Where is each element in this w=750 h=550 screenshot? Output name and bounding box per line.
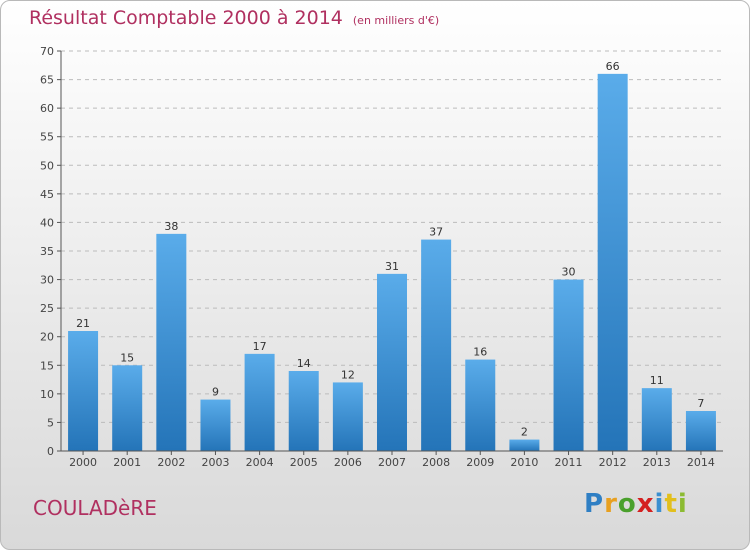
data-label: 14 [297,357,311,370]
x-tick-label: 2013 [643,456,671,469]
chart-title-text: Résultat Comptable 2000 à 2014 [29,7,343,29]
bar [156,233,187,451]
bar [68,331,99,451]
y-tick-label: 10 [40,388,54,401]
y-tick-label: 60 [40,102,54,115]
data-label: 31 [385,260,399,273]
bar [465,359,496,451]
commune-name: COULADèRE [33,496,157,520]
y-tick-label: 30 [40,274,54,287]
x-tick-label: 2007 [378,456,406,469]
data-label: 38 [164,220,178,233]
x-tick-label: 2009 [466,456,494,469]
bar [553,279,584,451]
x-tick-label: 2014 [687,456,715,469]
bar [509,439,540,451]
bar [421,239,452,451]
chart-subtitle: (en milliers d'€) [352,14,440,27]
y-tick-label: 70 [40,45,54,58]
data-label: 30 [562,266,576,279]
x-tick-label: 2010 [510,456,538,469]
y-tick-label: 55 [40,131,54,144]
y-tick-label: 25 [40,302,54,315]
x-axis: 2000 2001 2002 2003 2004 2005 2006 2007 2008 2009… [61,450,723,469]
data-label: 15 [120,351,134,364]
x-tick-label: 2005 [290,456,318,469]
data-label: 2 [521,426,528,439]
y-tick-label: 5 [47,416,54,429]
y-tick-label: 40 [40,216,54,229]
data-label: 12 [341,368,355,381]
chart-title: Résultat Comptable 2000 à 2014 (en millie… [29,7,439,29]
bar [332,382,363,451]
proxiti-logo: Proxiti [584,489,688,519]
y-tick-label: 35 [40,245,54,258]
bar [377,273,407,451]
x-tick-label: 2006 [334,456,362,469]
bar [112,365,143,451]
bar [685,411,716,451]
data-label: 66 [606,60,620,73]
x-tick-label: 2011 [555,456,583,469]
y-tick-label: 15 [40,359,54,372]
x-tick-label: 2003 [201,456,229,469]
x-tick-label: 2001 [113,456,141,469]
data-label: 16 [473,346,487,359]
y-axis: 0 5 10 15 20 25 30 35 40 45 50 55 60 65 70 [40,45,62,458]
bar [244,353,275,451]
data-label: 37 [429,226,443,239]
data-label: 17 [253,340,267,353]
x-tick-label: 2002 [157,456,185,469]
bars: 21 15 38 9 17 14 12 31 37 16 2 30 66 11 7 [68,60,716,451]
data-label: 11 [650,374,664,387]
y-tick-label: 0 [47,445,54,458]
x-tick-label: 2004 [246,456,274,469]
bar [200,399,231,451]
x-tick-label: 2012 [599,456,627,469]
x-tick-label: 2000 [69,456,97,469]
data-label: 9 [212,386,219,399]
y-tick-label: 20 [40,331,54,344]
y-tick-label: 50 [40,159,54,172]
data-label: 21 [76,317,90,330]
bar [597,73,628,451]
y-tick-label: 45 [40,188,54,201]
x-tick-label: 2008 [422,456,450,469]
data-label: 7 [697,397,704,410]
y-tick-label: 65 [40,74,54,87]
bar [288,371,319,451]
bar [641,388,672,451]
